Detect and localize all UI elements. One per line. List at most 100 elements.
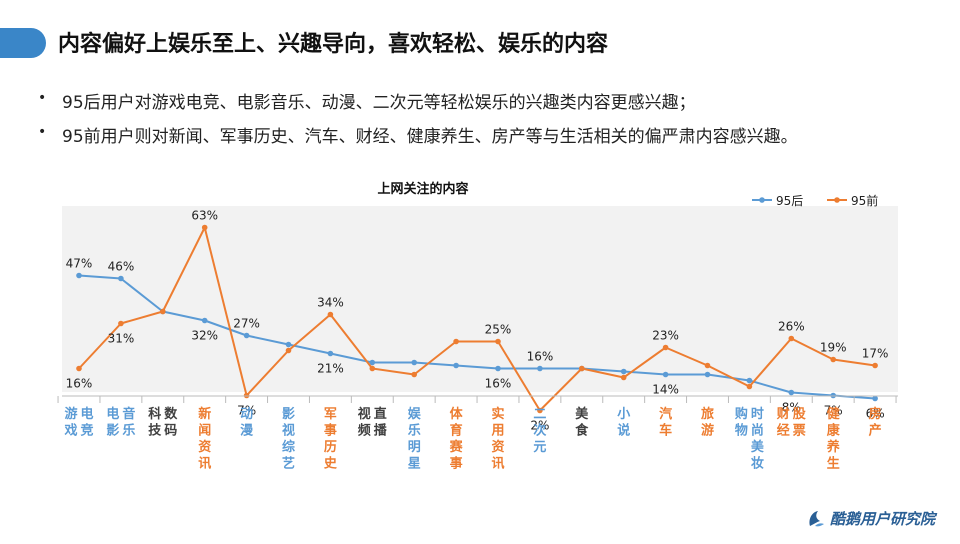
data-point: [369, 365, 376, 372]
data-point: [495, 365, 501, 372]
bullet-dot-icon: •: [38, 124, 47, 140]
x-tick-label: 美食: [575, 406, 589, 439]
data-point: [160, 308, 166, 315]
x-tick-label: 新闻资讯: [198, 406, 211, 472]
data-point: [285, 341, 292, 348]
data-label: 16%: [485, 377, 512, 391]
penguin-logo-icon: [809, 510, 824, 526]
x-tick-label: 娱乐明星: [408, 407, 422, 472]
data-point: [76, 272, 82, 279]
data-label: 16%: [527, 350, 554, 364]
data-point: [118, 320, 124, 327]
title-accent-bar: [0, 28, 46, 58]
data-label: 46%: [108, 260, 135, 274]
data-label: 32%: [191, 329, 218, 343]
series-line: [78, 274, 876, 400]
data-point: [453, 338, 459, 345]
x-tick-label: 房产: [869, 406, 882, 439]
data-point: [285, 347, 292, 354]
data-label: 63%: [191, 209, 218, 223]
data-point: [327, 311, 334, 318]
x-tick-label: 体育赛事: [449, 406, 464, 472]
bullet-item: • 95前用户则对新闻、军事历史、汽车、财经、健康养生、房产等与生活相关的偏严肃…: [38, 122, 798, 156]
plot-area: [62, 206, 898, 392]
legend-marker: [834, 197, 840, 203]
x-tick-label: 数码: [164, 406, 178, 439]
data-point: [411, 359, 418, 366]
x-tick-label: 财经: [777, 406, 790, 439]
x-tick-label: 科技: [148, 406, 162, 439]
data-point: [453, 362, 459, 369]
bullet-text: 95前用户则对新闻、军事历史、汽车、财经、健康养生、房产等与生活相关的偏严肃内容…: [62, 127, 798, 147]
chart-title: 上网关注的内容: [377, 181, 468, 197]
data-label: 19%: [820, 341, 847, 355]
data-label: 17%: [862, 347, 889, 361]
data-point: [579, 365, 585, 372]
brand-logo: 酷鹅用户研究院: [806, 508, 935, 529]
x-tick-label: 实用资讯: [490, 406, 504, 472]
x-tick-label: 直播: [374, 406, 388, 439]
x-tick-label: 小说: [617, 407, 630, 439]
data-label: 2%: [530, 419, 549, 433]
x-tick-label: 电竞: [80, 406, 93, 439]
data-label: 23%: [652, 329, 679, 343]
x-tick-label: 二次元: [533, 407, 546, 455]
data-point: [788, 389, 795, 396]
x-tick-label: 电影: [106, 406, 119, 439]
data-point: [872, 362, 878, 369]
data-point: [662, 344, 669, 351]
x-tick-label: 股票: [793, 407, 806, 439]
data-label: 31%: [108, 332, 135, 346]
data-point: [620, 368, 627, 375]
legend-marker: [759, 197, 765, 203]
data-label: 16%: [66, 377, 93, 391]
data-label: 7%: [824, 404, 843, 418]
x-tick-label: 汽车: [659, 406, 672, 439]
x-tick-label: 视频: [358, 406, 371, 439]
x-tick-label: 旅游: [701, 406, 714, 439]
data-label: 21%: [317, 362, 344, 376]
x-tick-label: 游戏: [63, 406, 77, 439]
data-point: [243, 332, 250, 339]
data-point: [495, 338, 501, 345]
data-label: 6%: [866, 407, 885, 421]
legend-label: 95后: [776, 194, 803, 208]
data-point: [537, 407, 543, 414]
data-point: [411, 371, 418, 378]
data-label: 25%: [485, 323, 512, 337]
data-point: [704, 362, 711, 369]
bullet-text: 95后用户对游戏电竞、电影音乐、动漫、二次元等轻松娱乐的兴趣类内容更感兴趣；: [62, 93, 696, 113]
x-tick-label: 购物: [735, 406, 748, 439]
data-label: 26%: [778, 320, 805, 334]
data-point: [830, 356, 836, 363]
data-point: [620, 374, 627, 381]
data-label: 27%: [233, 317, 260, 331]
data-point: [201, 224, 208, 231]
x-tick-label: 影视综艺: [282, 406, 295, 472]
data-point: [746, 383, 753, 390]
data-point: [704, 371, 711, 378]
data-point: [76, 365, 82, 372]
bullet-dot-icon: •: [38, 90, 47, 106]
data-point: [327, 350, 334, 357]
data-point: [201, 317, 208, 324]
data-point: [537, 365, 543, 372]
x-tick-label: 军事历史: [324, 407, 338, 472]
x-tick-label: 健康养生: [826, 406, 841, 472]
brand-name: 酷鹅用户研究院: [830, 510, 936, 528]
data-label: 34%: [317, 296, 344, 310]
page-title: 内容偏好上娱乐至上、兴趣导向，喜欢轻松、娱乐的内容: [58, 32, 609, 57]
series-line: [78, 226, 876, 412]
data-point: [872, 395, 878, 402]
legend-label: 95前: [851, 193, 878, 208]
data-point: [662, 371, 669, 378]
x-tick-label: 音乐: [122, 406, 135, 439]
data-point: [118, 275, 124, 282]
data-label: 8%: [782, 401, 801, 415]
data-point: [746, 377, 753, 384]
bullet-list: • 95后用户对游戏电竞、电影音乐、动漫、二次元等轻松娱乐的兴趣类内容更感兴趣；…: [38, 88, 798, 156]
x-tick-label: 时尚美妆: [751, 406, 765, 472]
data-label: 47%: [66, 257, 93, 271]
